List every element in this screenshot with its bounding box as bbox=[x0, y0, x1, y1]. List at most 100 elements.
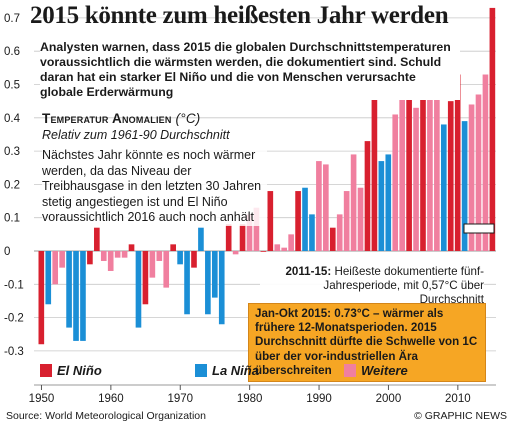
bar-1969 bbox=[170, 244, 176, 251]
legend-item-la-nina: La Niña bbox=[195, 363, 259, 378]
bar-1951 bbox=[45, 251, 52, 305]
bar-1974 bbox=[205, 251, 211, 315]
bar-1976 bbox=[218, 251, 225, 325]
chart-title: 2015 könnte zum heißesten Jahr werden bbox=[30, 2, 449, 29]
legend-swatch-la-nina bbox=[195, 364, 207, 377]
bar-1997 bbox=[364, 141, 371, 251]
bar-1966 bbox=[149, 251, 156, 278]
legend-item-other: Weitere bbox=[344, 363, 408, 378]
bar-1960 bbox=[107, 251, 114, 271]
bar-1959 bbox=[100, 251, 107, 261]
chart-subtitle: Relativ zum 1961-90 Durchschnitt bbox=[42, 128, 230, 142]
bar-1985 bbox=[281, 247, 288, 251]
annotation-period-text: Heißeste dokumentierte fünf-Jahresperiod… bbox=[323, 265, 484, 306]
bar-1975 bbox=[211, 251, 218, 298]
bar-2001 bbox=[392, 114, 399, 251]
bar-1992 bbox=[329, 227, 336, 251]
highlight-2011-2015-box bbox=[463, 223, 495, 234]
bar-2015 bbox=[489, 7, 496, 251]
bar-1971 bbox=[184, 251, 190, 315]
annotation-2011-2015: 2011-15: Heißeste dokumentierte fünf-Jah… bbox=[260, 265, 484, 307]
credit: © GRAPHIC NEWS bbox=[414, 410, 507, 422]
bar-1984 bbox=[274, 244, 281, 251]
bar-2012 bbox=[468, 104, 475, 251]
bar-2013 bbox=[475, 94, 482, 252]
bar-2008 bbox=[440, 124, 447, 251]
bar-1961 bbox=[114, 251, 121, 258]
bar-1996 bbox=[357, 187, 364, 251]
x-tick-label: 1990 bbox=[306, 393, 332, 405]
bar-1954 bbox=[66, 251, 72, 328]
y-tick-label: 0.7 bbox=[4, 13, 20, 25]
bar-2009 bbox=[447, 101, 454, 252]
x-tick-label: 1970 bbox=[167, 393, 193, 405]
bar-2010 bbox=[454, 74, 461, 251]
bar-1982 bbox=[260, 251, 267, 252]
bar-1955 bbox=[73, 251, 79, 341]
bar-2005 bbox=[420, 77, 426, 251]
x-tick-label: 1980 bbox=[237, 393, 263, 405]
bar-1950 bbox=[38, 251, 45, 345]
bar-2007 bbox=[434, 97, 440, 251]
bar-1956 bbox=[80, 251, 86, 341]
source-note: Source: World Meteorological Organizatio… bbox=[6, 410, 206, 422]
bar-1994 bbox=[343, 191, 350, 251]
bar-1977 bbox=[225, 224, 232, 251]
legend-item-el-nino: El Niño bbox=[40, 363, 102, 378]
y-tick-label: 0.3 bbox=[4, 146, 20, 158]
bar-1963 bbox=[128, 244, 135, 251]
y-tick-label: -0.3 bbox=[4, 346, 24, 358]
bar-1991 bbox=[323, 164, 329, 251]
bar-1958 bbox=[94, 227, 100, 251]
y-tick-label: 0.5 bbox=[4, 80, 20, 92]
bar-2011 bbox=[461, 121, 468, 251]
y-tick-label: 0.1 bbox=[4, 213, 20, 225]
x-tick-label: 1950 bbox=[29, 393, 55, 405]
bar-1979 bbox=[239, 224, 246, 251]
y-tick-label: 0 bbox=[4, 246, 10, 258]
annotation-2015: Jan-Okt 2015: 0.73°C – wärmer als früher… bbox=[248, 303, 486, 383]
bar-1964 bbox=[135, 251, 142, 328]
bar-2003 bbox=[406, 97, 412, 251]
legend-label-la-nina: La Niña bbox=[212, 363, 259, 378]
bar-1972 bbox=[191, 251, 197, 268]
y-tick-label: 0.4 bbox=[4, 113, 21, 125]
bar-1990 bbox=[316, 161, 322, 251]
annotation-period-label: 2011-15: bbox=[285, 265, 332, 278]
legend-label-other: Weitere bbox=[361, 363, 408, 378]
bar-1986 bbox=[288, 234, 294, 251]
bar-2014 bbox=[482, 74, 489, 251]
bar-2002 bbox=[399, 97, 405, 251]
bar-1968 bbox=[163, 251, 170, 288]
legend-swatch-other bbox=[344, 364, 356, 377]
bar-1981 bbox=[253, 207, 260, 251]
bar-2006 bbox=[427, 91, 433, 251]
bar-1973 bbox=[198, 227, 204, 251]
y-tick-label: -0.2 bbox=[4, 313, 24, 325]
bar-1995 bbox=[350, 154, 357, 251]
x-tick-label: 2010 bbox=[445, 393, 471, 405]
bar-1988 bbox=[302, 187, 308, 251]
bar-1993 bbox=[336, 214, 343, 251]
bar-2000 bbox=[385, 154, 392, 251]
legend: El Niño La Niña Weitere bbox=[40, 363, 478, 378]
bar-1987 bbox=[295, 191, 301, 251]
bar-1970 bbox=[177, 251, 183, 265]
y-tick-label: -0.1 bbox=[4, 279, 24, 291]
y-axis-title-text: Temperatur Anomalien bbox=[42, 111, 172, 126]
bar-1983 bbox=[267, 191, 274, 251]
forecast-note: Nächstes Jahr könnte es noch wärmer werd… bbox=[42, 148, 267, 226]
bar-1962 bbox=[121, 251, 128, 258]
y-axis-unit: (°C) bbox=[175, 111, 201, 126]
legend-label-el-nino: El Niño bbox=[57, 363, 102, 378]
y-tick-label: 0.2 bbox=[4, 179, 20, 191]
intro-text: Analysten warnen, dass 2015 die globalen… bbox=[40, 40, 460, 100]
bar-2004 bbox=[413, 107, 419, 251]
bar-1952 bbox=[52, 251, 59, 285]
x-tick-label: 1960 bbox=[98, 393, 124, 405]
x-tick-label: 2000 bbox=[376, 393, 402, 405]
bar-1978 bbox=[232, 251, 239, 255]
legend-swatch-el-nino bbox=[40, 364, 52, 377]
bar-1967 bbox=[156, 251, 163, 261]
bar-1957 bbox=[87, 251, 93, 265]
